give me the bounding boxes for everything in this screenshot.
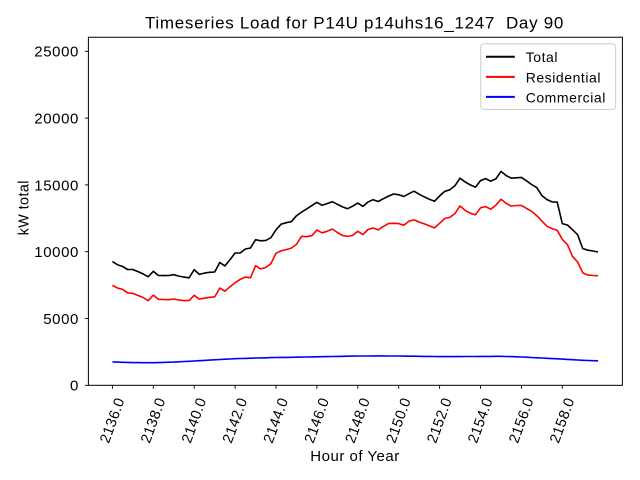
svg-text:15000: 15000 <box>34 177 79 194</box>
svg-text:Timeseries Load for P14U p14uh: Timeseries Load for P14U p14uhs16_1247 D… <box>145 13 564 32</box>
svg-text:kW total: kW total <box>16 180 32 235</box>
svg-text:10000: 10000 <box>34 244 79 261</box>
svg-text:25000: 25000 <box>34 44 79 61</box>
svg-text:Residential: Residential <box>526 69 601 85</box>
svg-text:5000: 5000 <box>43 311 79 328</box>
svg-text:Commercial: Commercial <box>526 89 606 105</box>
svg-text:0: 0 <box>70 378 79 395</box>
svg-text:20000: 20000 <box>34 111 79 128</box>
svg-text:Total: Total <box>526 49 558 65</box>
svg-text:Hour of Year: Hour of Year <box>310 448 399 465</box>
